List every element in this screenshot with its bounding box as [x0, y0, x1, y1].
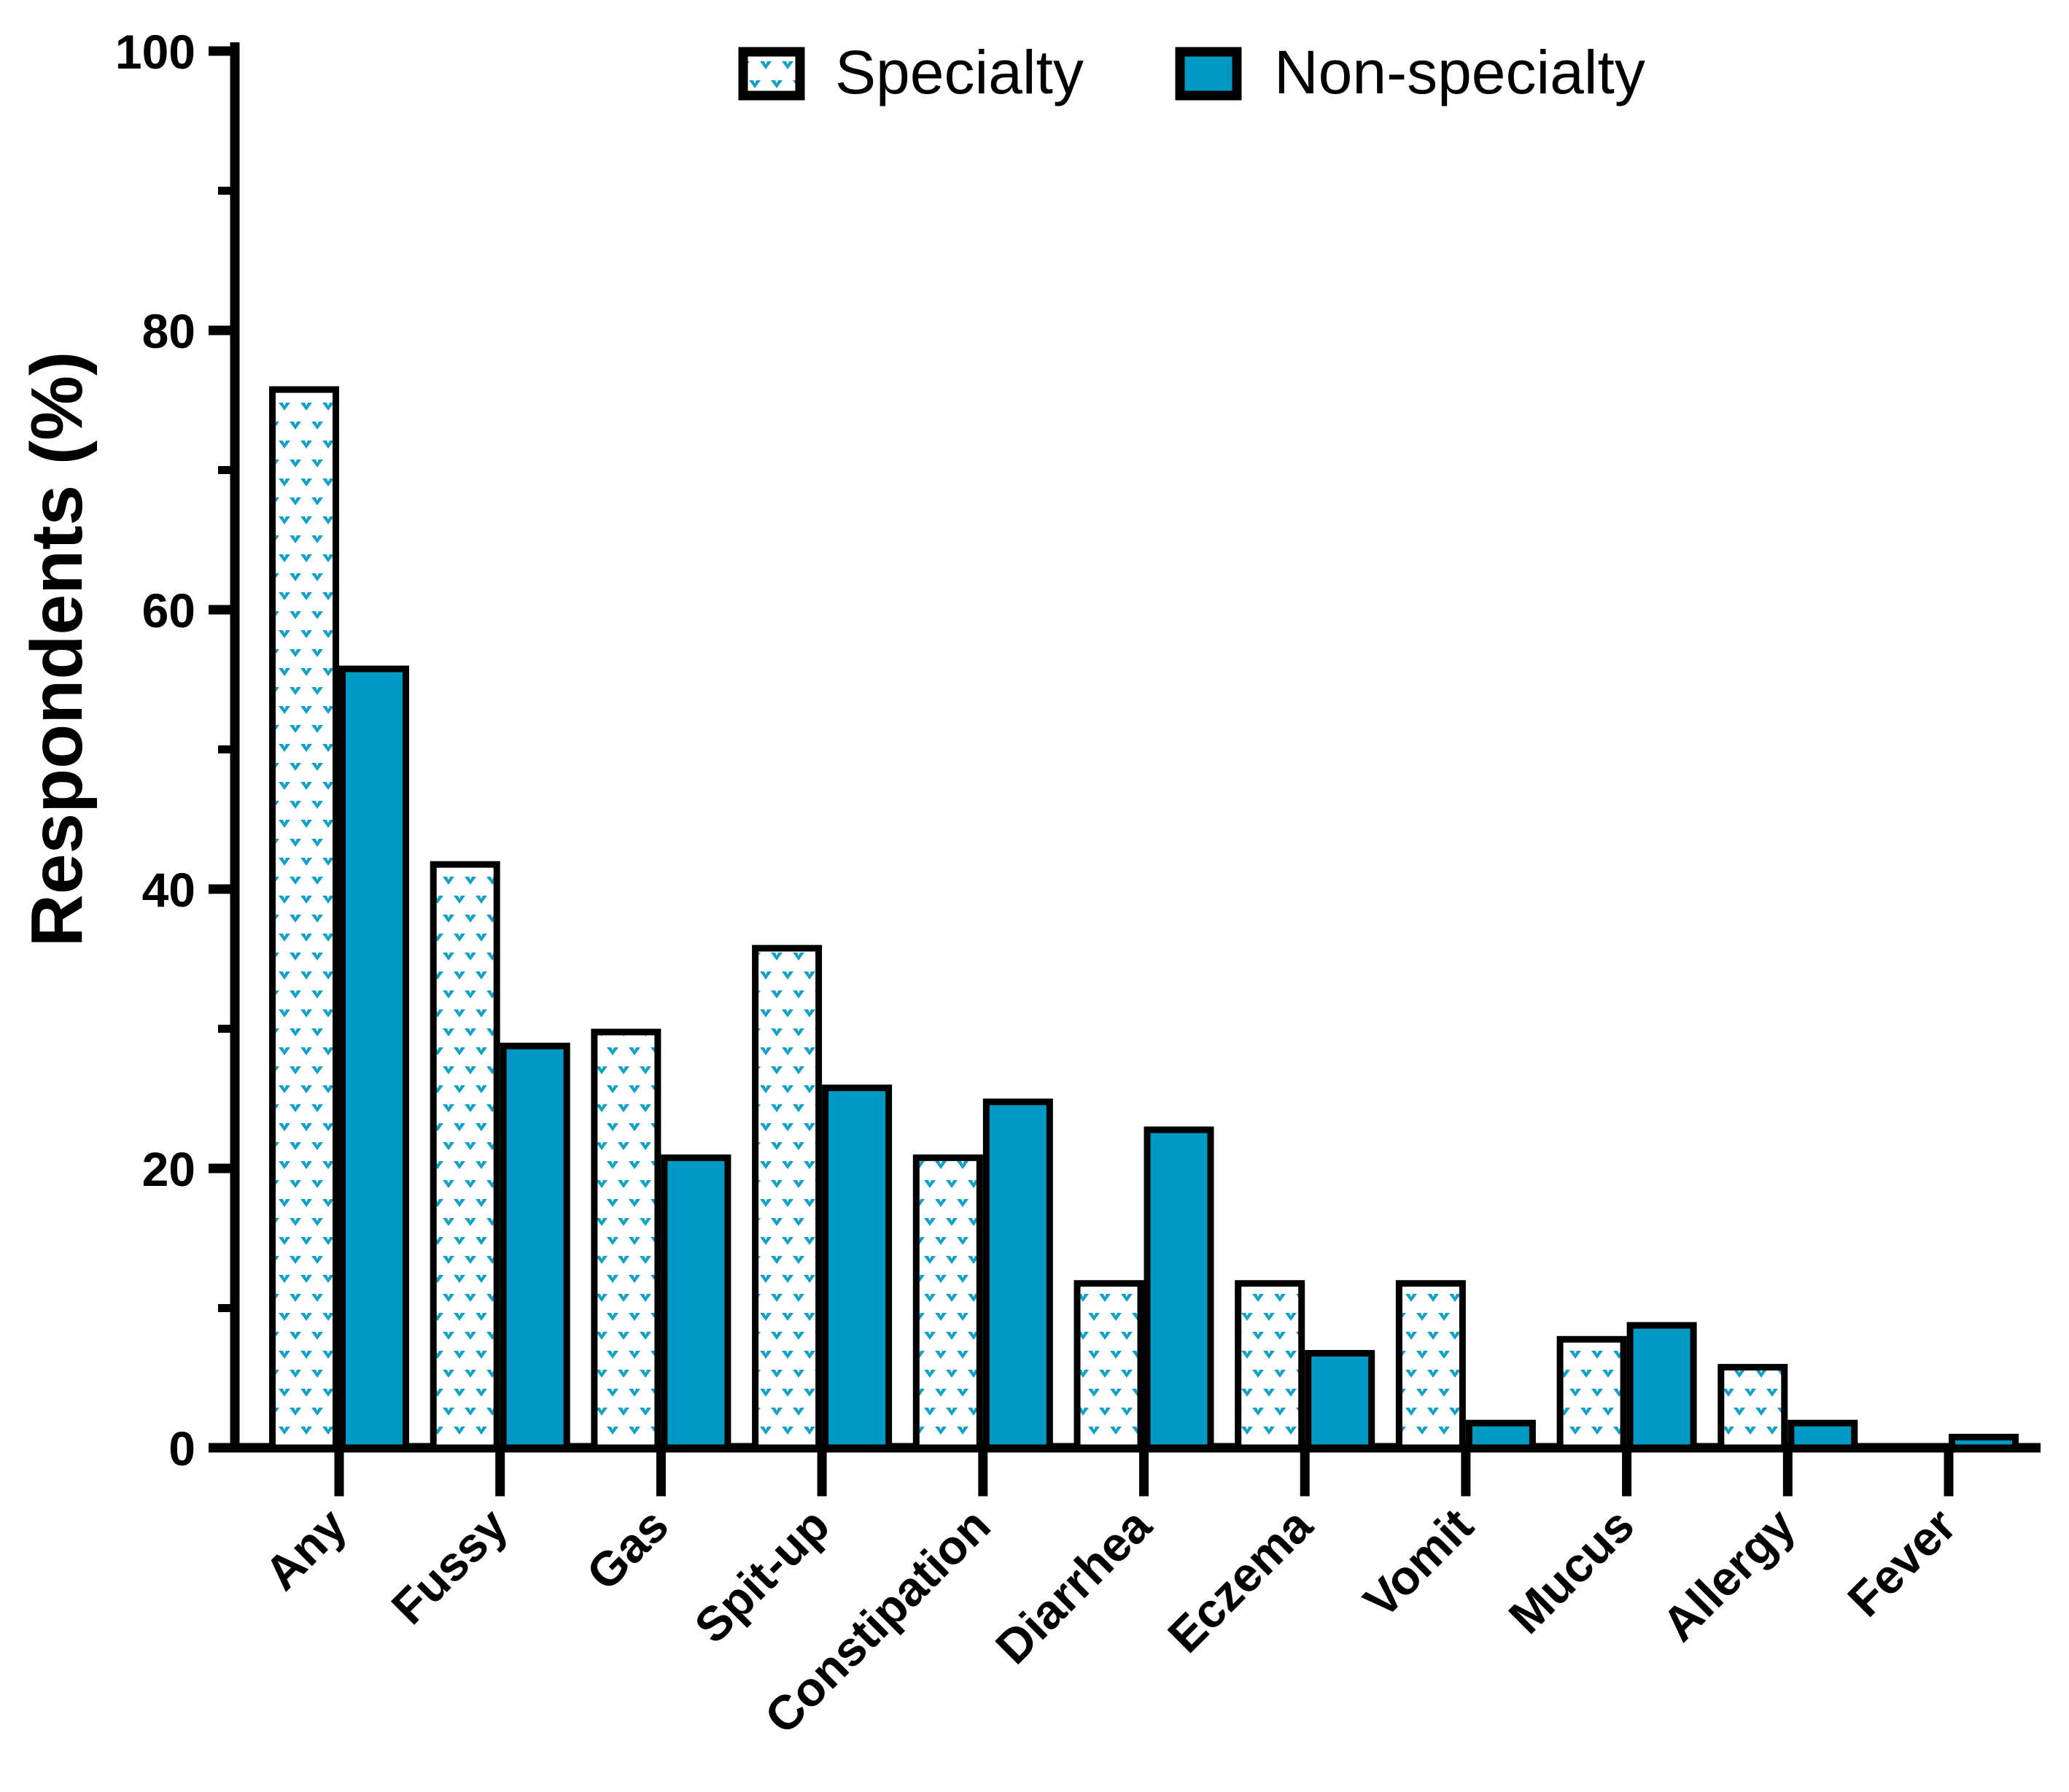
bar-specialty-mucus [1556, 1335, 1627, 1451]
bar-specialty-eczema [1235, 1280, 1305, 1451]
bar-specialty-fussy [430, 861, 500, 1451]
bar-specialty-spit-up [752, 945, 823, 1451]
x-tick-label: Gas [576, 1498, 679, 1601]
bar-non-specialty-spit-up [822, 1085, 893, 1451]
bar-non-specialty-diarrhea [1144, 1126, 1214, 1451]
legend: Specialty Non-specialty [738, 38, 1645, 106]
bar-non-specialty-any [339, 665, 409, 1451]
bar-specialty-diarrhea [1074, 1280, 1144, 1451]
legend-label-specialty: Specialty [835, 38, 1084, 106]
bar-non-specialty-allergy [1787, 1419, 1858, 1451]
bar-specialty-any [269, 386, 339, 1451]
bar-non-specialty-constipation [982, 1098, 1053, 1451]
legend-swatch-specialty-icon [738, 47, 805, 101]
bar-specialty-vomit [1395, 1280, 1466, 1451]
x-tick-label: Any [254, 1497, 357, 1600]
bar-non-specialty-fussy [500, 1042, 570, 1451]
bar-non-specialty-gas [661, 1154, 731, 1451]
x-tick-label: Diarrhea [985, 1497, 1162, 1675]
x-tick-label: Fever [1837, 1498, 1966, 1627]
x-tick-label: Fussy [381, 1497, 517, 1634]
y-tick-label: 0 [168, 1421, 195, 1475]
x-tick-label: Spit-up [684, 1498, 839, 1653]
bar-non-specialty-vomit [1465, 1419, 1536, 1451]
y-tick-label: 100 [115, 25, 195, 79]
y-tick-label: 60 [142, 583, 195, 637]
bar-non-specialty-eczema [1305, 1349, 1375, 1451]
x-tick-label: Vomit [1353, 1498, 1483, 1629]
x-tick-label: Mucus [1498, 1498, 1644, 1644]
bar-specialty-constipation [912, 1154, 983, 1451]
y-tick-labels: 0 20 40 60 80 100 [115, 25, 195, 1475]
bar-non-specialty-fever [1949, 1433, 2019, 1451]
legend-label-nonspecialty: Non-specialty [1274, 38, 1645, 106]
bar-specialty-allergy [1717, 1364, 1788, 1451]
y-tick-label: 40 [142, 863, 195, 917]
bar-non-specialty-mucus [1626, 1322, 1697, 1451]
x-tick-label: Eczema [1157, 1497, 1323, 1663]
bars [269, 386, 2019, 1451]
y-tick-label: 80 [142, 304, 195, 358]
y-tick-label: 20 [142, 1142, 195, 1196]
bar-specialty-gas [591, 1028, 661, 1451]
x-tick-labels: Any Fussy Gas Spit-upConstipationDiarrheaEc… [254, 1497, 1965, 1744]
legend-swatch-nonspecialty-icon [1175, 47, 1242, 101]
x-tick-label: Allergy [1652, 1497, 1806, 1651]
y-axis-title: Respondents (%) [16, 352, 98, 947]
